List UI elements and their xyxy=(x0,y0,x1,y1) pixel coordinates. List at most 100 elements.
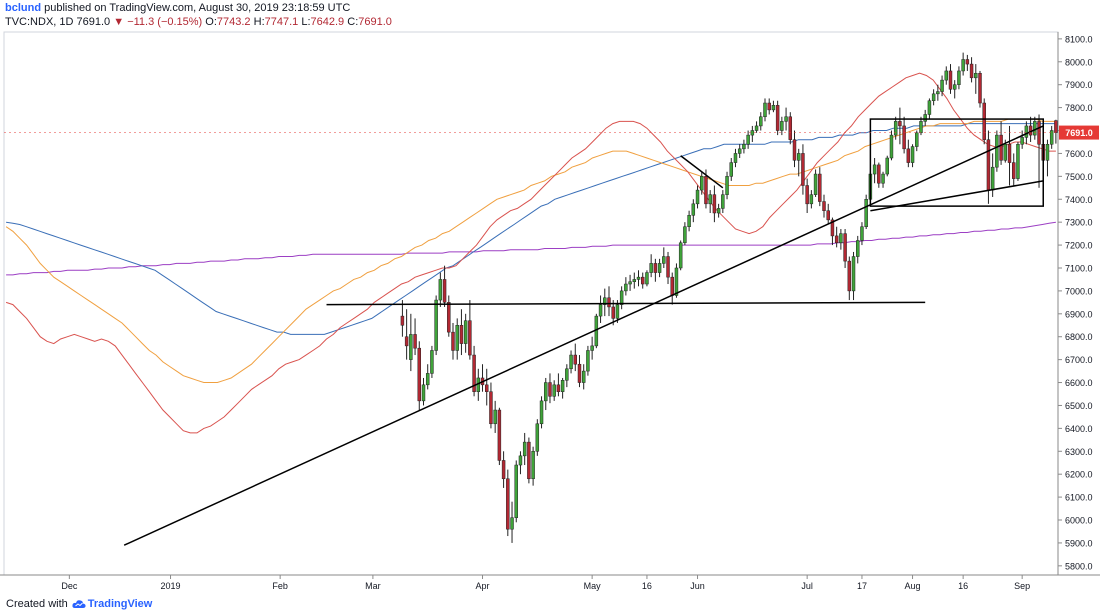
candle-body xyxy=(434,299,438,351)
candle-body xyxy=(809,194,814,205)
candle-body xyxy=(948,70,953,90)
candle-body xyxy=(409,334,413,360)
candle-body xyxy=(1024,125,1029,138)
candle-body xyxy=(404,336,409,347)
candle-body xyxy=(834,235,839,244)
candle-body xyxy=(982,102,986,140)
candle-body xyxy=(421,384,426,402)
candle-body xyxy=(598,304,603,317)
candle-body xyxy=(864,199,868,227)
candle-body xyxy=(485,384,489,392)
candle-body xyxy=(763,102,767,118)
candle-body xyxy=(666,256,670,278)
candle-body xyxy=(725,176,729,195)
down-arrow-icon: ▼ xyxy=(113,16,125,28)
open-value: 7743.2 xyxy=(216,16,251,28)
time-tick-label: Jun xyxy=(690,581,705,591)
candle-body xyxy=(906,148,911,163)
candle-body xyxy=(839,233,843,244)
author-link[interactable]: bclund xyxy=(5,2,42,14)
candle-body xyxy=(830,219,835,237)
candle-body xyxy=(455,325,459,351)
candle-body xyxy=(662,256,666,264)
symbol-label: TVC:NDX, 1D xyxy=(5,16,74,28)
ma-200-line xyxy=(6,221,1056,276)
price-tick-label: 6200.0 xyxy=(1065,470,1093,480)
candle-body xyxy=(501,460,506,480)
candle-body xyxy=(700,176,704,191)
ma-mid-line xyxy=(5,118,1056,383)
price-tick-label: 6300.0 xyxy=(1065,447,1093,457)
consolidation-box xyxy=(869,118,1044,207)
close-value: 7691.0 xyxy=(358,16,392,28)
time-tick-label: Sep xyxy=(1014,581,1030,591)
candle-body xyxy=(767,102,771,111)
candle-body xyxy=(780,121,784,131)
candle-body xyxy=(889,134,894,159)
candle-body xyxy=(674,267,679,296)
change-value: −11.3 (−0.15%) xyxy=(127,16,203,28)
candle-body xyxy=(514,464,518,518)
candle-body xyxy=(678,242,683,269)
candle-body xyxy=(759,116,763,127)
candle-body xyxy=(931,93,936,101)
candle-body xyxy=(1045,144,1050,161)
wedge-lower-line xyxy=(870,180,1044,212)
candle-body xyxy=(961,59,965,72)
candle-body xyxy=(923,114,927,122)
candle-body xyxy=(628,281,632,285)
candle-body xyxy=(805,185,809,205)
candle-body xyxy=(510,517,514,530)
candle-body xyxy=(737,148,742,154)
candle-body xyxy=(708,194,712,205)
candle-body xyxy=(729,162,733,177)
price-tick-label: 5900.0 xyxy=(1065,538,1093,548)
candle-body xyxy=(936,91,940,95)
price-tick-label: 6000.0 xyxy=(1065,516,1093,526)
price-tick-label: 6600.0 xyxy=(1065,378,1093,388)
price-tick-label: 7000.0 xyxy=(1065,286,1093,296)
candle-body xyxy=(902,125,906,150)
candle-body xyxy=(915,132,919,147)
candle-body xyxy=(552,384,556,397)
candle-body xyxy=(1020,137,1024,145)
price-tick-label: 7600.0 xyxy=(1065,149,1093,159)
candle-body xyxy=(447,302,451,333)
candle-body xyxy=(847,260,852,292)
price-tick-label: 7500.0 xyxy=(1065,172,1093,182)
candle-body xyxy=(670,276,674,296)
candle-body xyxy=(788,116,793,140)
candle-body xyxy=(657,263,662,273)
candle-body xyxy=(442,279,447,303)
candle-body xyxy=(535,423,540,452)
candle-body xyxy=(1033,121,1037,136)
publish-text: published on TradingView.com, August 30,… xyxy=(44,2,351,14)
candle-body xyxy=(813,173,818,195)
low-label: L: xyxy=(301,16,311,28)
candle-body xyxy=(653,263,658,273)
candle-body xyxy=(856,240,860,257)
candle-body xyxy=(716,208,721,214)
candle-body xyxy=(468,320,472,356)
support-line xyxy=(326,301,926,306)
price-tick-label: 7400.0 xyxy=(1065,195,1093,205)
candle-body xyxy=(712,194,717,214)
candle-body xyxy=(893,121,898,136)
candle-body xyxy=(1007,144,1012,163)
time-tick-label: Feb xyxy=(272,581,288,591)
time-tick-label: Jul xyxy=(801,581,813,591)
candle-body xyxy=(784,116,788,122)
tradingview-logo[interactable]: TradingView xyxy=(72,597,152,611)
price-tick-label: 6400.0 xyxy=(1065,424,1093,434)
time-tick-label: May xyxy=(584,581,602,591)
ohlc-line: TVC:NDX, 1D 7691.0 ▼ −11.3 (−0.15%) O:77… xyxy=(5,15,392,29)
small-down-line xyxy=(680,155,724,189)
rising-trendline xyxy=(123,125,1044,546)
time-tick-label: 17 xyxy=(857,581,867,591)
price-tick-label: 6100.0 xyxy=(1065,493,1093,503)
price-tick-label: 5800.0 xyxy=(1065,561,1093,571)
created-with-text: Created with xyxy=(6,598,68,610)
candle-body xyxy=(695,189,700,205)
candle-body xyxy=(986,139,991,191)
